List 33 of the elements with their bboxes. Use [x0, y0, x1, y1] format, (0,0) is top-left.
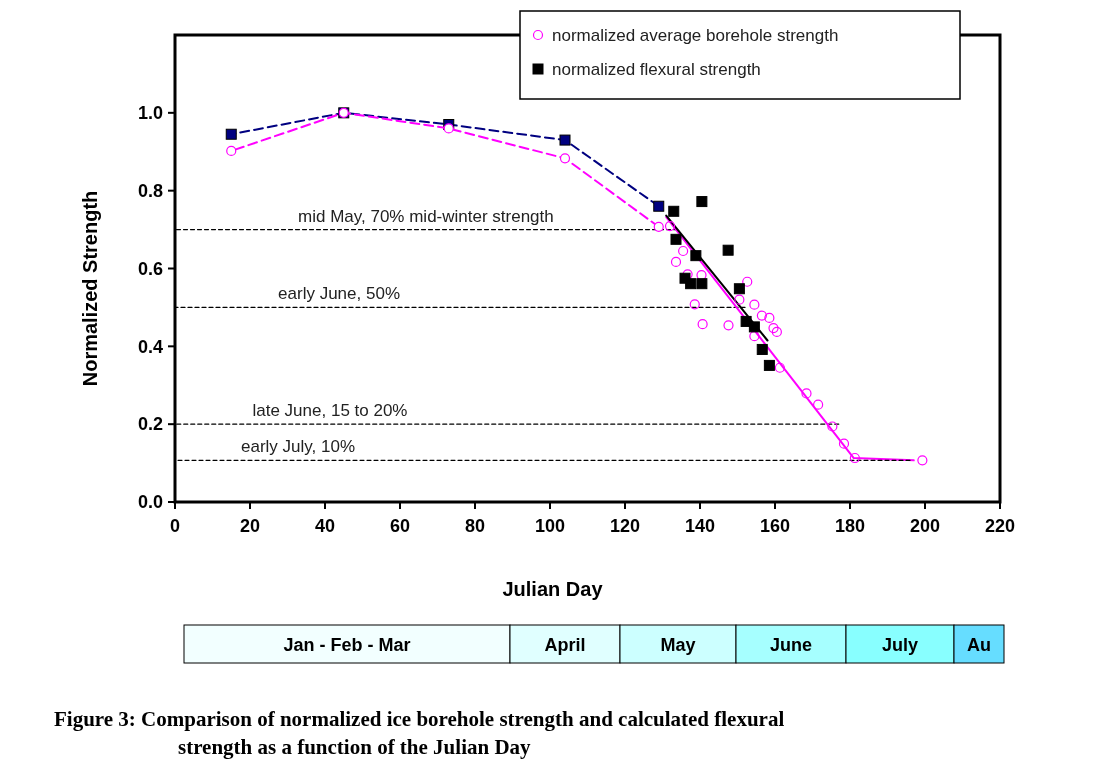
- legend-label: normalized average borehole strength: [552, 25, 839, 45]
- x-axis-title: Julian Day: [502, 578, 604, 600]
- annotation: mid May, 70% mid-winter strength: [298, 206, 554, 226]
- x-tick-label: 200: [909, 516, 941, 536]
- x-tick-label: 40: [314, 516, 336, 536]
- y-tick-label: 1.0: [137, 103, 163, 124]
- x-tick-label: 160: [759, 516, 791, 536]
- category-label: Jan - Feb - Mar: [283, 635, 411, 655]
- y-tick-label: 0.4: [137, 336, 163, 357]
- category-label: May: [660, 635, 696, 655]
- y-tick-label: 0.2: [137, 414, 163, 435]
- annotation: early July, 10%: [240, 437, 355, 457]
- y-tick-label: 0.0: [137, 492, 163, 513]
- annotation: early June, 50%: [278, 284, 400, 304]
- x-tick-label: 60: [389, 516, 411, 536]
- x-tick-label: 220: [984, 516, 1016, 536]
- x-tick-label: 100: [534, 516, 566, 536]
- y-tick-label: 0.6: [137, 258, 163, 279]
- text: Figure 3: Comparison of normalized ice borehole strength and calculated flexural strength as a function of the Julian Day: [54, 707, 785, 759]
- category-label: June: [769, 635, 813, 655]
- x-tick-label: 0: [169, 516, 181, 536]
- x-tick-label: 120: [609, 516, 641, 536]
- annotation: late June, 15 to 20%: [252, 401, 408, 421]
- legend-label: normalized flexural strength: [552, 59, 761, 79]
- category-label: Au: [967, 635, 991, 655]
- x-tick-label: 180: [834, 516, 866, 536]
- category-label: April: [544, 635, 586, 655]
- x-tick-label: 80: [464, 516, 486, 536]
- y-tick-label: 0.8: [137, 180, 163, 201]
- x-tick-label: 20: [239, 516, 261, 536]
- category-label: July: [881, 635, 919, 655]
- x-tick-label: 140: [684, 516, 716, 536]
- y-axis-title: Normalized Strength: [79, 190, 101, 387]
